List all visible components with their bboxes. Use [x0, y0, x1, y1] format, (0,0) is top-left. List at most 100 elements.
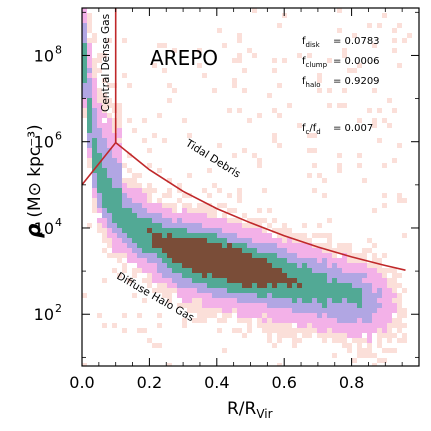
- density-cell: [112, 133, 117, 138]
- density-cell: [327, 243, 332, 248]
- density-cell: [157, 218, 162, 223]
- density-cell: [242, 223, 247, 228]
- density-cell: [247, 303, 252, 308]
- density-cell: [367, 343, 372, 348]
- density-cell: [202, 288, 207, 293]
- density-cell: [112, 108, 117, 113]
- density-cell: [362, 328, 367, 333]
- density-cell: [172, 238, 177, 243]
- density-cell: [107, 163, 112, 168]
- density-cell: [112, 268, 117, 273]
- density-cell: [327, 293, 332, 298]
- density-cell: [307, 258, 312, 263]
- density-cell: [382, 193, 387, 198]
- density-cell: [277, 268, 282, 273]
- density-cell: [292, 343, 297, 348]
- density-cell: [117, 218, 122, 223]
- density-cell: [302, 263, 307, 268]
- density-cell: [332, 313, 337, 318]
- density-cell: [377, 268, 382, 273]
- density-cell: [237, 238, 242, 243]
- density-cell: [252, 273, 257, 278]
- density-cell: [247, 263, 252, 268]
- density-cell: [272, 308, 277, 313]
- density-cell: [152, 63, 157, 68]
- density-cell: [272, 243, 277, 248]
- density-cell: [112, 218, 117, 223]
- density-cell: [92, 198, 97, 203]
- density-cell: [247, 328, 252, 333]
- density-cell: [292, 263, 297, 268]
- density-cell: [337, 303, 342, 308]
- density-cell: [102, 133, 107, 138]
- density-cell: [132, 188, 137, 193]
- density-cell: [187, 298, 192, 303]
- density-cell: [287, 273, 292, 278]
- density-cell: [377, 358, 382, 363]
- density-cell: [292, 273, 297, 278]
- density-cell: [272, 258, 277, 263]
- density-cell: [122, 263, 127, 268]
- density-cell: [202, 243, 207, 248]
- density-cell: [337, 258, 342, 263]
- density-cell: [142, 278, 147, 283]
- density-cell: [317, 303, 322, 308]
- density-cell: [327, 218, 332, 223]
- density-cell: [367, 23, 372, 28]
- density-cell: [387, 123, 392, 128]
- density-cell: [112, 243, 117, 248]
- density-cell: [217, 308, 222, 313]
- density-cell: [207, 298, 212, 303]
- density-cell: [257, 243, 262, 248]
- density-cell: [202, 298, 207, 303]
- density-cell: [192, 263, 197, 268]
- density-cell: [262, 238, 267, 243]
- density-cell: [132, 218, 137, 223]
- density-cell: [132, 248, 137, 253]
- density-cell: [347, 343, 352, 348]
- density-cell: [357, 353, 362, 358]
- density-cell: [222, 228, 227, 233]
- density-cell: [382, 358, 387, 363]
- density-cell: [157, 263, 162, 268]
- density-cell: [92, 38, 97, 43]
- density-cell: [112, 128, 117, 133]
- density-cell: [112, 173, 117, 178]
- density-cell: [112, 238, 117, 243]
- density-cell: [137, 313, 142, 318]
- density-cell: [172, 208, 177, 213]
- density-cell: [92, 153, 97, 158]
- density-cell: [187, 133, 192, 138]
- density-cell: [277, 83, 282, 88]
- density-cell: [92, 168, 97, 173]
- density-cell: [362, 293, 367, 298]
- density-cell: [152, 218, 157, 223]
- density-cell: [147, 283, 152, 288]
- density-cell: [372, 243, 377, 248]
- density-cell: [262, 243, 267, 248]
- density-cell: [322, 293, 327, 298]
- density-cell: [222, 43, 227, 48]
- density-cell: [227, 208, 232, 213]
- density-cell: [397, 198, 402, 203]
- density-cell: [352, 273, 357, 278]
- density-cell: [357, 308, 362, 313]
- density-cell: [257, 113, 262, 118]
- density-cell: [252, 243, 257, 248]
- density-cell: [252, 253, 257, 258]
- density-cell: [282, 328, 287, 333]
- density-cell: [332, 248, 337, 253]
- density-cell: [117, 243, 122, 248]
- density-cell: [302, 283, 307, 288]
- density-cell: [307, 253, 312, 258]
- density-cell: [87, 103, 92, 108]
- density-cell: [312, 323, 317, 328]
- density-cell: [332, 318, 337, 323]
- density-cell: [87, 83, 92, 88]
- density-cell: [102, 113, 107, 118]
- density-cell: [102, 203, 107, 208]
- density-cell: [237, 193, 242, 198]
- density-cell: [317, 308, 322, 313]
- density-cell: [152, 343, 157, 348]
- density-cell: [177, 258, 182, 263]
